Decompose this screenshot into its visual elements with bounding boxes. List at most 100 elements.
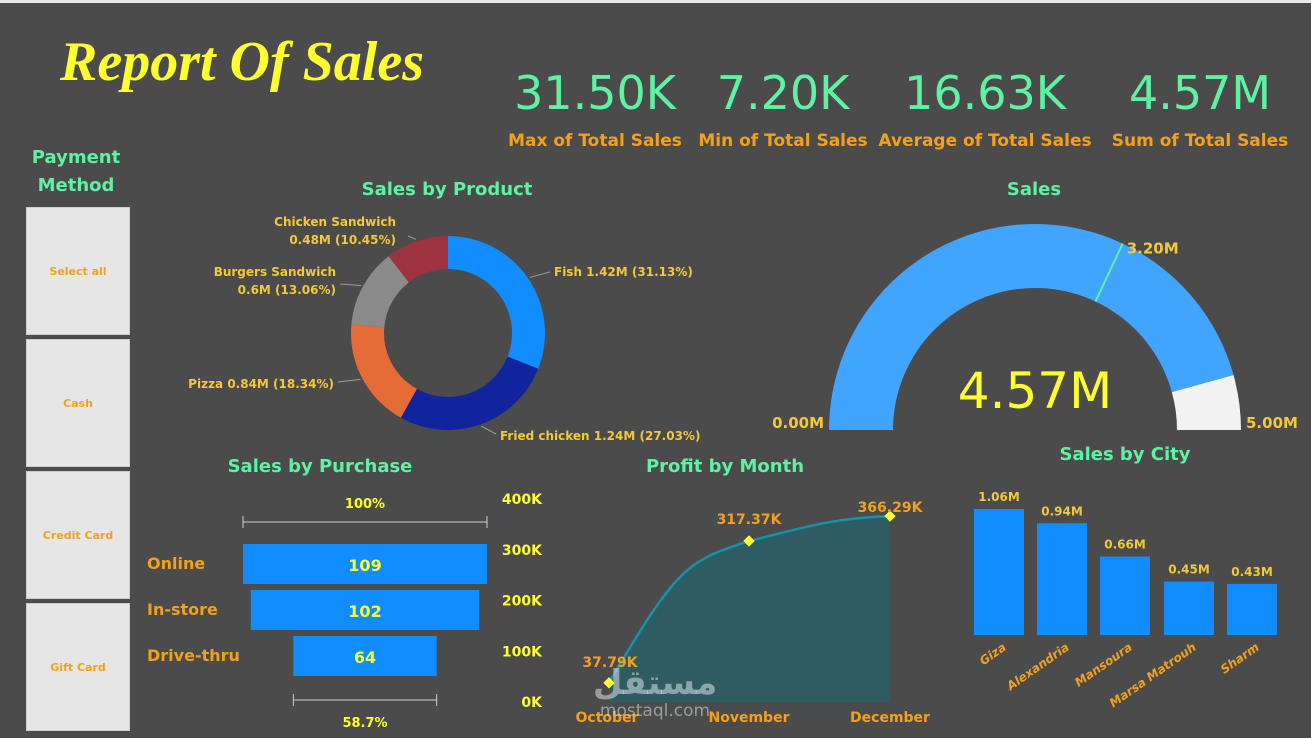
slicer-title: Payment Method — [16, 144, 136, 200]
area-x-tick-label: December — [850, 710, 930, 726]
area-y-tick-label: 100K — [502, 644, 543, 660]
kpi-card-average: 16.63K — [880, 66, 1090, 120]
area-fill — [609, 516, 890, 702]
city-bar-value: 0.43M — [1231, 565, 1273, 579]
city-x-label: Alexandria — [1003, 640, 1071, 694]
city-bar — [1164, 581, 1214, 635]
kpi-label: Average of Total Sales — [878, 131, 1092, 151]
gauge-remaining-band — [1171, 375, 1241, 430]
city-x-label: Sharm — [1218, 640, 1262, 677]
donut-label-burgers-value: 0.6M (13.06%) — [238, 283, 336, 297]
city-bar — [974, 509, 1024, 635]
kpi-card-min: 7.20K — [700, 66, 866, 120]
leader-line — [529, 271, 551, 278]
kpi-label-min-wrap: Min of Total Sales — [690, 131, 876, 151]
funnel-bar — [293, 636, 437, 676]
city-bar-value: 0.94M — [1041, 504, 1083, 518]
donut-label-fried-chicken: Fried chicken 1.24M (27.03%) — [500, 429, 700, 443]
bar-chart-title: Sales by City — [1059, 444, 1191, 465]
area-x-tick-label: November — [709, 710, 790, 726]
donut-slice — [448, 236, 545, 369]
leader-line — [337, 378, 361, 383]
area-y-tick-label: 300K — [502, 543, 543, 559]
kpi-label-average-wrap: Average of Total Sales — [877, 131, 1093, 151]
gauge-target-label: 3.20M — [1127, 240, 1179, 258]
watermark-latin: mostaql.com — [600, 701, 710, 721]
donut-label-burgers-name: Burgers Sandwich — [214, 265, 336, 279]
funnel-category-label: Online — [147, 554, 205, 573]
slicer-option-select-all[interactable]: Select all — [26, 207, 130, 335]
area-y-tick-label: 400K — [502, 492, 543, 508]
city-bar — [1227, 583, 1277, 635]
leader-line — [407, 235, 417, 240]
area-y-tick-label: 200K — [502, 594, 543, 610]
kpi-label: Max of Total Sales — [508, 131, 682, 151]
leader-line — [339, 283, 362, 286]
city-bar — [1100, 556, 1150, 635]
gauge-value-band — [829, 224, 1234, 430]
donut-label-chicken-sandwich-value: 0.48M (10.45%) — [289, 233, 396, 247]
donut-slice — [400, 356, 539, 431]
gauge-min-label: 0.00M — [772, 414, 824, 432]
donut-slice — [351, 256, 409, 328]
slicer-option-label: Select all — [49, 264, 107, 278]
gauge-chart-title: Sales — [1006, 179, 1062, 200]
donut-chart: Fish 1.42M (31.13%) Fried chicken 1.24M (… — [188, 215, 700, 443]
area-point — [743, 535, 755, 547]
slicer-option-label: Gift Card — [50, 660, 106, 674]
donut-slice — [351, 324, 417, 418]
area-point — [884, 510, 896, 522]
slicer-option-label: Cash — [63, 396, 93, 410]
kpi-value: 7.20K — [716, 66, 850, 120]
donut-chart-title: Sales by Product — [361, 179, 533, 200]
area-data-label: 37.79K — [582, 655, 638, 671]
funnel-bar-value: 109 — [348, 556, 381, 575]
funnel-chart-title: Sales by Purchase — [227, 456, 413, 477]
leader-line — [481, 425, 497, 435]
area-point — [603, 677, 615, 689]
funnel-bottom-percent: 58.7% — [342, 716, 387, 731]
kpi-label: Min of Total Sales — [698, 131, 868, 151]
donut-label-pizza: Pizza 0.84M (18.34%) — [188, 377, 334, 391]
donut-label-fish: Fish 1.42M (31.13%) — [554, 265, 693, 279]
slicer-option-gift-card[interactable]: Gift Card — [26, 603, 130, 731]
city-bar-value: 0.66M — [1104, 538, 1146, 552]
kpi-label-sum-wrap: Sum of Total Sales — [1106, 131, 1294, 151]
city-x-label: Giza — [977, 640, 1009, 668]
gauge-target-line — [1094, 243, 1124, 302]
slicer-option-credit-card[interactable]: Credit Card — [26, 471, 130, 599]
kpi-card-sum: 4.57M — [1110, 66, 1290, 120]
area-chart: 0K 100K 200K 300K 400K 37.79K October 317.37K No… — [502, 492, 930, 726]
funnel-category-label: Drive-thru — [147, 646, 240, 665]
watermark-arabic: مستقل — [593, 663, 717, 703]
funnel-bar-value: 64 — [354, 648, 376, 667]
city-bar — [1037, 523, 1087, 635]
kpi-card-max: 31.50K — [507, 66, 683, 120]
kpi-label: Sum of Total Sales — [1111, 131, 1289, 151]
gauge-value-label: 4.57M — [958, 362, 1112, 420]
area-data-label: 317.37K — [717, 512, 783, 528]
funnel-chart: 100% 109 Online 102 In-store 64 Drive-thru 58.7… — [147, 497, 488, 731]
area-y-tick-label: 0K — [521, 695, 543, 711]
city-bar-value: 0.45M — [1168, 563, 1210, 577]
area-data-label: 366.29K — [858, 500, 924, 516]
kpi-value: 31.50K — [514, 66, 676, 120]
slicer-option-cash[interactable]: Cash — [26, 339, 130, 467]
donut-slice — [388, 236, 448, 283]
slicer-title-line1: Payment — [31, 147, 121, 168]
city-bar-value: 1.06M — [978, 490, 1020, 504]
donut-label-chicken-sandwich-name: Chicken Sandwich — [274, 215, 396, 229]
funnel-bar-value: 102 — [348, 602, 381, 621]
kpi-label-max-wrap: Max of Total Sales — [497, 131, 693, 151]
funnel-bar — [250, 590, 480, 630]
gauge-max-label: 5.00M — [1246, 414, 1298, 432]
report-title: Report Of Sales — [60, 31, 424, 93]
bar-chart: 1.06M Giza 0.94M Alexandria 0.66M Mansoura 0.4… — [974, 490, 1277, 710]
kpi-value: 16.63K — [904, 66, 1066, 120]
slicer-title-line2: Method — [37, 175, 115, 196]
funnel-category-label: In-store — [147, 600, 218, 619]
slicer-option-label: Credit Card — [42, 528, 114, 542]
funnel-top-percent: 100% — [345, 497, 385, 512]
city-x-label: Mansoura — [1072, 640, 1135, 690]
